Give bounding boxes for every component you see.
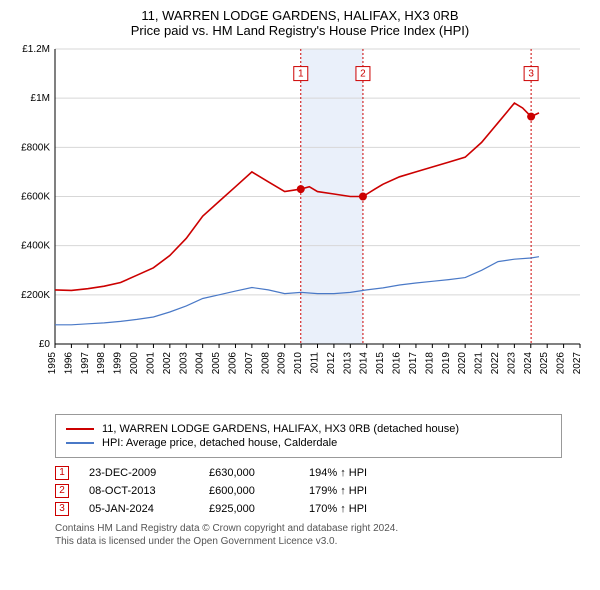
legend-label: HPI: Average price, detached house, Cald…: [102, 437, 337, 449]
svg-text:2020: 2020: [457, 352, 468, 375]
svg-text:2006: 2006: [227, 352, 238, 375]
svg-text:2005: 2005: [211, 352, 222, 375]
svg-text:2016: 2016: [392, 352, 403, 375]
svg-text:2003: 2003: [178, 352, 189, 375]
svg-text:2015: 2015: [375, 352, 386, 375]
footnote-line: This data is licensed under the Open Gov…: [55, 535, 562, 548]
sale-marker-badge: 2: [55, 484, 69, 498]
svg-text:2017: 2017: [408, 352, 419, 375]
sale-date: 23-DEC-2009: [89, 467, 189, 479]
svg-text:2009: 2009: [277, 352, 288, 375]
svg-text:2001: 2001: [145, 352, 156, 375]
footnote-line: Contains HM Land Registry data © Crown c…: [55, 522, 562, 535]
svg-text:2018: 2018: [424, 352, 435, 375]
svg-text:1998: 1998: [96, 352, 107, 375]
svg-text:1997: 1997: [80, 352, 91, 375]
sale-hpi: 170% ↑ HPI: [309, 503, 399, 515]
svg-text:1: 1: [298, 69, 304, 80]
legend-label: 11, WARREN LODGE GARDENS, HALIFAX, HX3 0…: [102, 423, 459, 435]
sale-row: 3 05-JAN-2024 £925,000 170% ↑ HPI: [55, 502, 562, 516]
svg-text:2021: 2021: [474, 352, 485, 375]
svg-text:2026: 2026: [556, 352, 567, 375]
svg-text:2008: 2008: [260, 352, 271, 375]
title-block: 11, WARREN LODGE GARDENS, HALIFAX, HX3 0…: [10, 8, 590, 38]
sales-table: 1 23-DEC-2009 £630,000 194% ↑ HPI 2 08-O…: [55, 466, 562, 516]
sale-hpi: 194% ↑ HPI: [309, 467, 399, 479]
legend-box: 11, WARREN LODGE GARDENS, HALIFAX, HX3 0…: [55, 414, 562, 458]
legend-item: 11, WARREN LODGE GARDENS, HALIFAX, HX3 0…: [66, 423, 551, 435]
chart-svg: £0 £200K £400K £600K £800K £1M £1.2M 1995 1996 19…: [10, 44, 590, 404]
svg-text:2023: 2023: [506, 352, 517, 375]
svg-text:2012: 2012: [326, 352, 337, 375]
svg-text:3: 3: [528, 69, 534, 80]
svg-text:£1M: £1M: [31, 93, 50, 104]
svg-text:£800K: £800K: [21, 142, 50, 153]
sale-row: 1 23-DEC-2009 £630,000 194% ↑ HPI: [55, 466, 562, 480]
sale-price: £600,000: [209, 485, 289, 497]
sale-date: 05-JAN-2024: [89, 503, 189, 515]
svg-text:2004: 2004: [195, 352, 206, 375]
sale-row: 2 08-OCT-2013 £600,000 179% ↑ HPI: [55, 484, 562, 498]
svg-text:2024: 2024: [523, 352, 534, 375]
svg-text:2019: 2019: [441, 352, 452, 375]
svg-text:2002: 2002: [162, 352, 173, 375]
svg-text:£0: £0: [39, 339, 51, 350]
sale-marker-badge: 3: [55, 502, 69, 516]
chart-title-subtitle: Price paid vs. HM Land Registry's House …: [10, 23, 590, 38]
svg-text:£200K: £200K: [21, 290, 50, 301]
sale-price: £925,000: [209, 503, 289, 515]
chart-title-address: 11, WARREN LODGE GARDENS, HALIFAX, HX3 0…: [10, 8, 590, 23]
sale-marker-badge: 1: [55, 466, 69, 480]
price-chart: £0 £200K £400K £600K £800K £1M £1.2M 1995 1996 19…: [10, 44, 590, 404]
svg-text:2011: 2011: [310, 352, 321, 374]
svg-text:1999: 1999: [113, 352, 124, 375]
sale-date: 08-OCT-2013: [89, 485, 189, 497]
svg-text:2022: 2022: [490, 352, 501, 375]
svg-text:2007: 2007: [244, 352, 255, 375]
legend-swatch: [66, 428, 94, 430]
svg-text:2000: 2000: [129, 352, 140, 375]
svg-text:2010: 2010: [293, 352, 304, 375]
legend-item: HPI: Average price, detached house, Cald…: [66, 437, 551, 449]
svg-text:1995: 1995: [47, 352, 58, 375]
svg-text:£600K: £600K: [21, 192, 50, 203]
legend-swatch: [66, 442, 94, 444]
sale-price: £630,000: [209, 467, 289, 479]
svg-text:£400K: £400K: [21, 241, 50, 252]
svg-text:£1.2M: £1.2M: [22, 44, 50, 55]
svg-text:2025: 2025: [539, 352, 550, 375]
svg-text:2014: 2014: [359, 352, 370, 375]
sale-hpi: 179% ↑ HPI: [309, 485, 399, 497]
svg-text:2: 2: [360, 69, 366, 80]
svg-text:1996: 1996: [63, 352, 74, 375]
svg-text:2027: 2027: [572, 352, 583, 375]
svg-text:2013: 2013: [342, 352, 353, 375]
footnote: Contains HM Land Registry data © Crown c…: [55, 522, 562, 548]
